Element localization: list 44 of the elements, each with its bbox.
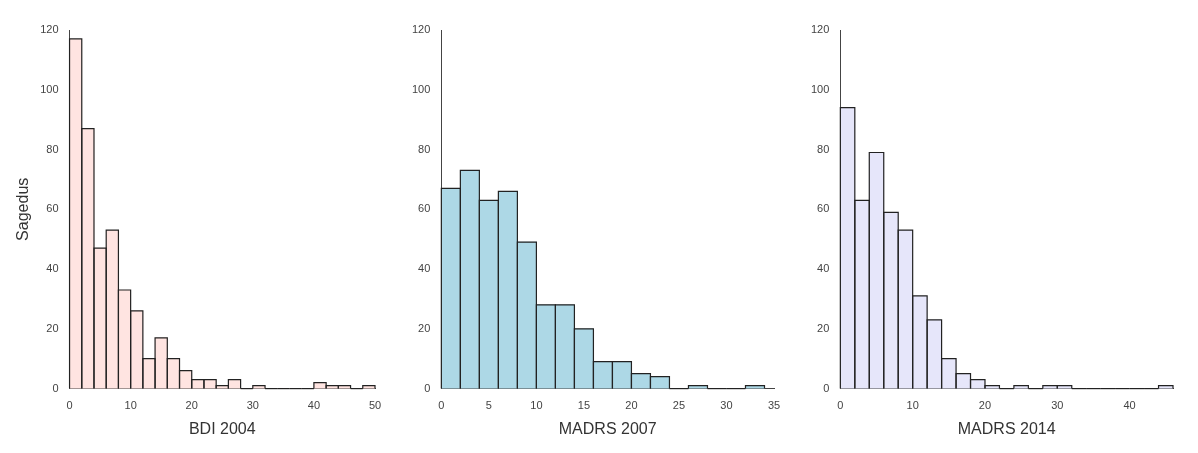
x-axis-title: MADRS 2007 [558, 419, 657, 437]
y-tick-label: 100 [40, 82, 59, 95]
x-tick-label: 20 [185, 399, 198, 412]
y-tick-label: 20 [817, 321, 830, 334]
x-tick-label: 0 [438, 399, 445, 412]
x-tick-label: 0 [837, 399, 844, 412]
x-tick-label: 10 [906, 399, 919, 412]
y-tick-label: 120 [810, 23, 830, 36]
x-tick-label: 10 [530, 399, 543, 412]
y-tick-label: 20 [418, 321, 431, 334]
y-tick-label: 100 [411, 82, 431, 95]
y-tick-label: 80 [418, 142, 431, 155]
y-tick-label: 40 [817, 262, 830, 275]
x-tick-label: 10 [124, 399, 137, 412]
x-tick-label: 15 [577, 399, 591, 412]
y-tick-label: 60 [418, 202, 431, 215]
y-tick-label: 80 [46, 142, 59, 155]
y-axis-title: Sagedus [14, 177, 32, 241]
x-tick-label: 0 [66, 399, 73, 412]
y-tick-label: 20 [46, 321, 59, 334]
y-tick-label: 60 [46, 202, 59, 215]
x-tick-label: 40 [1123, 399, 1136, 412]
y-tick-label: 80 [817, 142, 830, 155]
y-tick-label: 40 [46, 262, 59, 275]
x-tick-label: 50 [368, 399, 382, 412]
x-tick-label: 5 [485, 399, 492, 412]
y-tick-label: 0 [424, 381, 431, 394]
y-tick-label: 60 [817, 202, 830, 215]
y-tick-label: 40 [418, 262, 431, 275]
x-tick-label: 30 [246, 399, 259, 412]
y-tick-label: 120 [411, 23, 431, 36]
y-tick-label: 0 [52, 381, 59, 394]
y-tick-label: 0 [823, 381, 830, 394]
x-axis-title: MADRS 2014 [957, 419, 1056, 437]
x-tick-label: 20 [625, 399, 638, 412]
x-tick-label: 30 [1051, 399, 1064, 412]
x-tick-label: 40 [307, 399, 321, 412]
y-tick-label: 100 [810, 82, 830, 95]
x-tick-label: 35 [767, 399, 781, 412]
y-tick-label: 120 [40, 23, 59, 36]
x-tick-label: 25 [672, 399, 686, 412]
x-axis-title: BDI 2004 [188, 419, 256, 437]
x-tick-label: 30 [720, 399, 733, 412]
x-tick-label: 20 [978, 399, 992, 412]
